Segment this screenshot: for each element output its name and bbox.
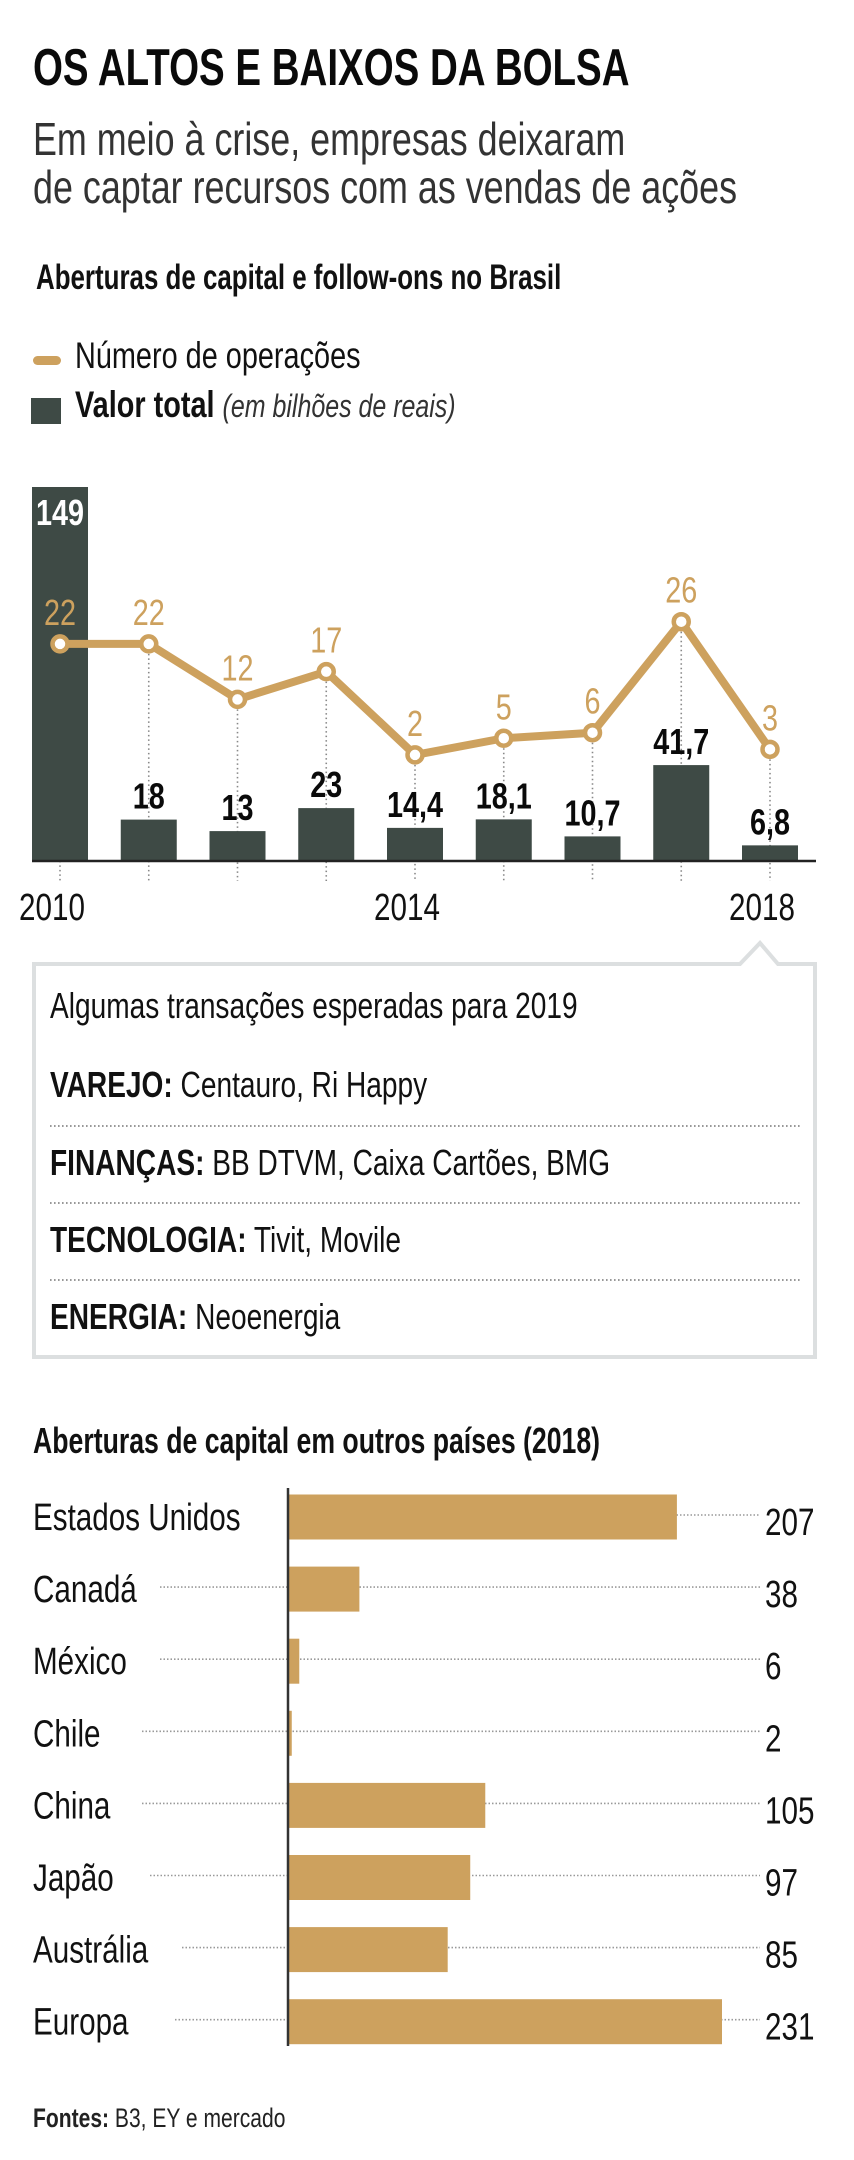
value-bar-2014 [387,827,443,861]
operations-point-2018 [760,739,780,760]
country-value-label: 38 [765,1574,798,1616]
chart2-title: Aberturas de capital em outros países (2… [33,1420,601,1461]
legend-square-swatch [31,398,61,424]
company-list: Tivit, Movile [253,1219,402,1260]
sector-label: VAREJO: [50,1064,173,1105]
operations-point-label: 26 [665,570,697,611]
value-bar-label: 13 [221,787,253,828]
value-bar-label: 41,7 [653,721,709,762]
legend-note: (em bilhões de reais) [222,388,456,424]
operations-point-label: 22 [44,592,76,633]
value-bar-label: 18 [133,775,165,816]
value-bar-2017 [653,765,710,861]
legend-line-swatch [33,356,61,365]
value-bar-2013 [298,808,355,861]
operations-point-2015 [494,728,514,748]
country-value-label: 105 [765,1790,814,1832]
chart-title: Aberturas de capital e follow-ons no Bra… [36,258,562,297]
value-bar-2010 [32,487,88,861]
country-label: China [33,1785,110,1827]
country-bar-europa [288,1999,722,2045]
country-value-label: 207 [765,1502,814,1544]
operations-point-label: 2 [407,703,423,744]
country-label: Canadá [33,1569,137,1611]
sector-label: TECNOLOGIA: [50,1219,247,1260]
value-bar-label: 18,1 [476,775,532,816]
country-bar-china [288,1782,486,1828]
value-bar-label: 14,4 [387,784,443,825]
callout-heading: Algumas transações esperadas para 2019 [50,985,578,1026]
operations-point-2011 [139,634,159,654]
value-bar-label: 23 [310,764,342,805]
country-bar-estados-unidos [288,1494,677,1540]
country-label: Chile [33,1713,101,1755]
subtitle-line-2: de captar recursos com as vendas de açõe… [33,161,738,213]
sources-label: Fontes: [33,2103,110,2133]
country-value-label: 85 [765,1934,798,1976]
operations-point-2014 [405,745,425,765]
country-value-label: 2 [765,1718,781,1760]
operations-point-2017 [671,611,691,632]
sources-text: B3, EY e mercado [109,2103,286,2133]
callout-row-tecnologia: TECNOLOGIA: Tivit, Movile [50,1219,401,1261]
legend-item-operations: Número de operações [75,335,361,377]
company-list: BB DTVM, Caixa Cartões, BMG [212,1142,611,1183]
value-bar-2018 [742,845,798,861]
country-label: Austrália [33,1929,148,1971]
country-bar-austrália [288,1927,448,1973]
value-bar-label: 6,8 [750,801,790,842]
legend-label: Número de operações [75,335,361,376]
page-title: OS ALTOS E BAIXOS DA BOLSA [33,39,630,97]
callout-row-energia: ENERGIA: Neoenergia [50,1296,340,1338]
operations-point-label: 22 [133,592,165,633]
country-label: Japão [33,1857,114,1899]
legend-item-value: Valor total (em bilhões de reais) [75,384,456,426]
value-bar-2016 [564,836,621,861]
operations-point-2016 [582,722,603,743]
value-bar-label: 149 [36,492,84,533]
legend-label: Valor total [75,384,215,425]
value-bar-2015 [475,819,532,861]
x-tick-label: 2014 [374,887,440,929]
operations-point-2010 [50,634,70,654]
operations-point-2013 [316,661,336,682]
value-bar-2011 [120,819,177,861]
country-bar-méxico [288,1638,300,1684]
company-list: Centauro, Ri Happy [180,1064,428,1105]
country-bar-japão [288,1855,471,1900]
country-value-label: 97 [765,1862,798,1904]
country-label: Europa [33,2001,129,2043]
callout-row-varejo: VAREJO: Centauro, Ri Happy [50,1064,427,1106]
operations-point-label: 5 [496,686,512,727]
x-tick-label: 2018 [729,887,795,929]
operations-point-label: 3 [762,697,778,738]
operations-point-label: 17 [310,620,342,661]
subtitle-line-1: Em meio à crise, empresas deixaram [33,113,626,165]
sources-note: Fontes: B3, EY e mercado [33,2103,285,2134]
value-bar-2012 [209,831,266,861]
company-list: Neoenergia [195,1296,341,1337]
sector-label: FINANÇAS: [50,1142,205,1183]
country-bar-canadá [288,1566,360,1612]
callout-row-financas: FINANÇAS: BB DTVM, Caixa Cartões, BMG [50,1142,610,1184]
x-tick-label: 2010 [19,887,85,929]
country-value-label: 6 [765,1646,781,1688]
ipo-combo-chart: 149 18 13 23 14,4 18,1 10,7 41,7 6,8 22 22 12 17 2 5 6… [19,487,816,929]
country-value-label: 231 [765,2006,814,2048]
operations-point-label: 6 [584,681,600,722]
country-label: México [33,1641,127,1683]
operations-point-label: 12 [221,647,253,688]
value-bar-label: 10,7 [564,792,620,833]
operations-point-2012 [227,689,248,710]
country-bar-chile [288,1710,292,1756]
sector-label: ENERGIA: [50,1296,188,1337]
country-label: Estados Unidos [33,1497,241,1539]
